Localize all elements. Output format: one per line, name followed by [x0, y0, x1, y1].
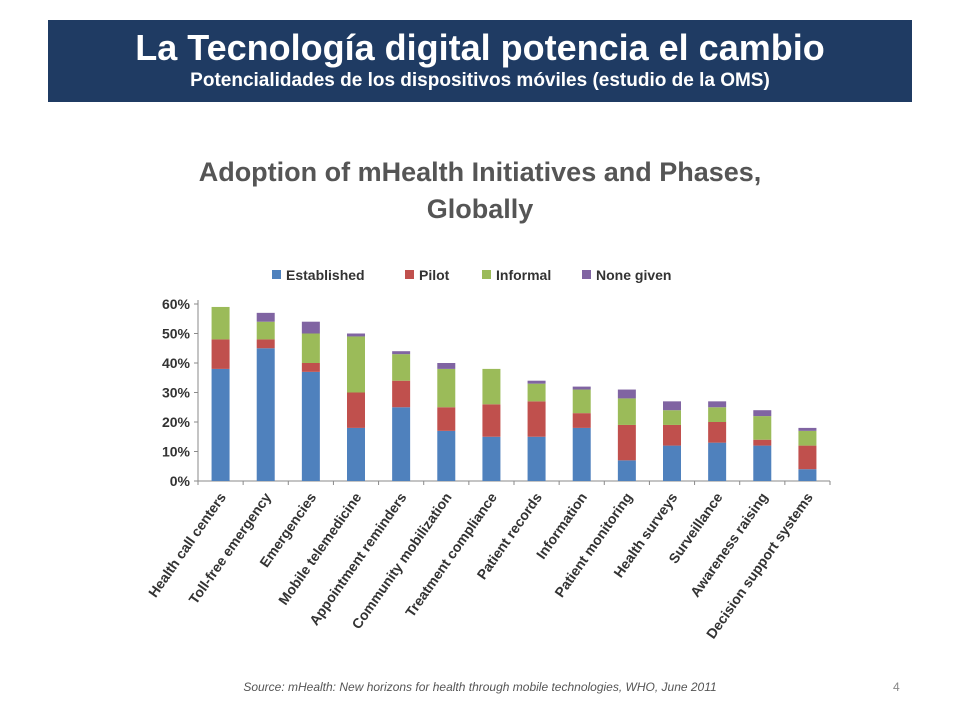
- bar-segment-pilot: [392, 380, 411, 408]
- y-tick-label: 20%: [162, 414, 191, 430]
- title-banner: La Tecnología digital potencia el cambio…: [48, 20, 912, 102]
- legend-label: None given: [596, 267, 671, 283]
- bar-segment-informal: [663, 410, 681, 425]
- bar-segment-established: [482, 436, 501, 481]
- bar-segment-established: [708, 442, 727, 481]
- legend-swatch: [272, 270, 281, 279]
- bar-segment-pilot: [347, 392, 365, 428]
- y-tick-label: 10%: [162, 444, 191, 460]
- bar-segment-pilot: [211, 339, 230, 369]
- bar-segment-pilot: [437, 407, 456, 431]
- bar-segment-pilot: [301, 363, 320, 372]
- bar-segment-pilot: [617, 424, 636, 461]
- bar-segment-informal: [708, 407, 727, 422]
- bar-segment-informal: [482, 368, 501, 405]
- bar-segment-none-given: [708, 401, 727, 408]
- bar-segment-informal: [527, 383, 546, 402]
- legend-label: Informal: [496, 267, 551, 283]
- source-note: Source: mHealth: New horizons for health…: [243, 680, 717, 694]
- bar-segment-pilot: [256, 339, 275, 349]
- bar-segment-none-given: [798, 427, 817, 431]
- legend-swatch: [482, 270, 491, 279]
- page-number: 4: [893, 680, 900, 694]
- y-tick-label: 30%: [162, 385, 191, 401]
- bar-segment-none-given: [437, 363, 456, 369]
- bar-segment-pilot: [572, 413, 591, 428]
- chart-title-line: Adoption of mHealth Initiatives and Phas…: [199, 157, 762, 187]
- bar-segment-pilot: [663, 424, 681, 446]
- bar-segment-pilot: [482, 404, 501, 437]
- bar-segment-established: [256, 348, 275, 481]
- x-tick-label: Mobile telemedicine: [275, 489, 365, 607]
- x-tick-label: Awareness raising: [687, 490, 771, 600]
- bar-segment-none-given: [663, 401, 681, 411]
- bar-segment-established: [347, 427, 365, 481]
- x-tick-label: Patient monitoring: [551, 490, 635, 600]
- x-tick-label: Toll-free emergency: [185, 489, 274, 606]
- x-tick-label: Health call centers: [145, 489, 229, 600]
- bar-segment-informal: [617, 398, 636, 425]
- bar-segment-informal: [211, 306, 230, 340]
- bar-segment-established: [392, 407, 411, 481]
- bar-segment-informal: [437, 368, 456, 408]
- bar-segment-pilot: [708, 422, 727, 443]
- bar-segment-none-given: [527, 380, 546, 384]
- bar-segment-established: [663, 445, 681, 481]
- bar-segment-established: [437, 430, 456, 481]
- bar-segment-none-given: [753, 410, 772, 417]
- bar-segment-informal: [572, 389, 591, 414]
- bar-segment-established: [572, 427, 591, 481]
- chart-title-line: Globally: [427, 194, 534, 224]
- bar-segment-informal: [347, 336, 365, 393]
- bar-segment-informal: [256, 321, 275, 340]
- y-tick-label: 0%: [170, 473, 191, 489]
- y-tick-label: 40%: [162, 355, 191, 371]
- legend-swatch: [405, 270, 414, 279]
- bar-segment-informal: [301, 333, 320, 363]
- bar-segment-none-given: [572, 386, 591, 390]
- y-tick-label: 60%: [162, 296, 191, 312]
- bar-segment-informal: [798, 430, 817, 446]
- bar-segment-established: [753, 445, 772, 481]
- bar-segment-none-given: [617, 389, 636, 399]
- slide-title: La Tecnología digital potencia el cambio: [135, 27, 825, 68]
- bar-segment-informal: [392, 354, 411, 381]
- bar-segment-informal: [753, 416, 772, 440]
- stacked-bar-chart: Adoption of mHealth Initiatives and Phas…: [145, 157, 831, 641]
- bar-segment-none-given: [301, 321, 320, 334]
- bar-segment-pilot: [753, 439, 772, 446]
- legend-swatch: [582, 270, 591, 279]
- bar-segment-none-given: [392, 351, 411, 355]
- bar-segment-none-given: [256, 312, 275, 322]
- legend-label: Pilot: [419, 267, 450, 283]
- slide-subtitle: Potencialidades de los dispositivos móvi…: [190, 70, 770, 91]
- bar-segment-established: [211, 368, 230, 481]
- bar-segment-established: [798, 469, 817, 481]
- bar-segment-established: [301, 371, 320, 481]
- bar-segment-pilot: [527, 401, 546, 437]
- legend-label: Established: [286, 267, 365, 283]
- y-tick-label: 50%: [162, 326, 191, 342]
- bar-segment-established: [617, 460, 636, 481]
- bar-segment-pilot: [798, 445, 817, 470]
- bar-segment-none-given: [347, 333, 365, 337]
- bar-segment-established: [527, 436, 546, 481]
